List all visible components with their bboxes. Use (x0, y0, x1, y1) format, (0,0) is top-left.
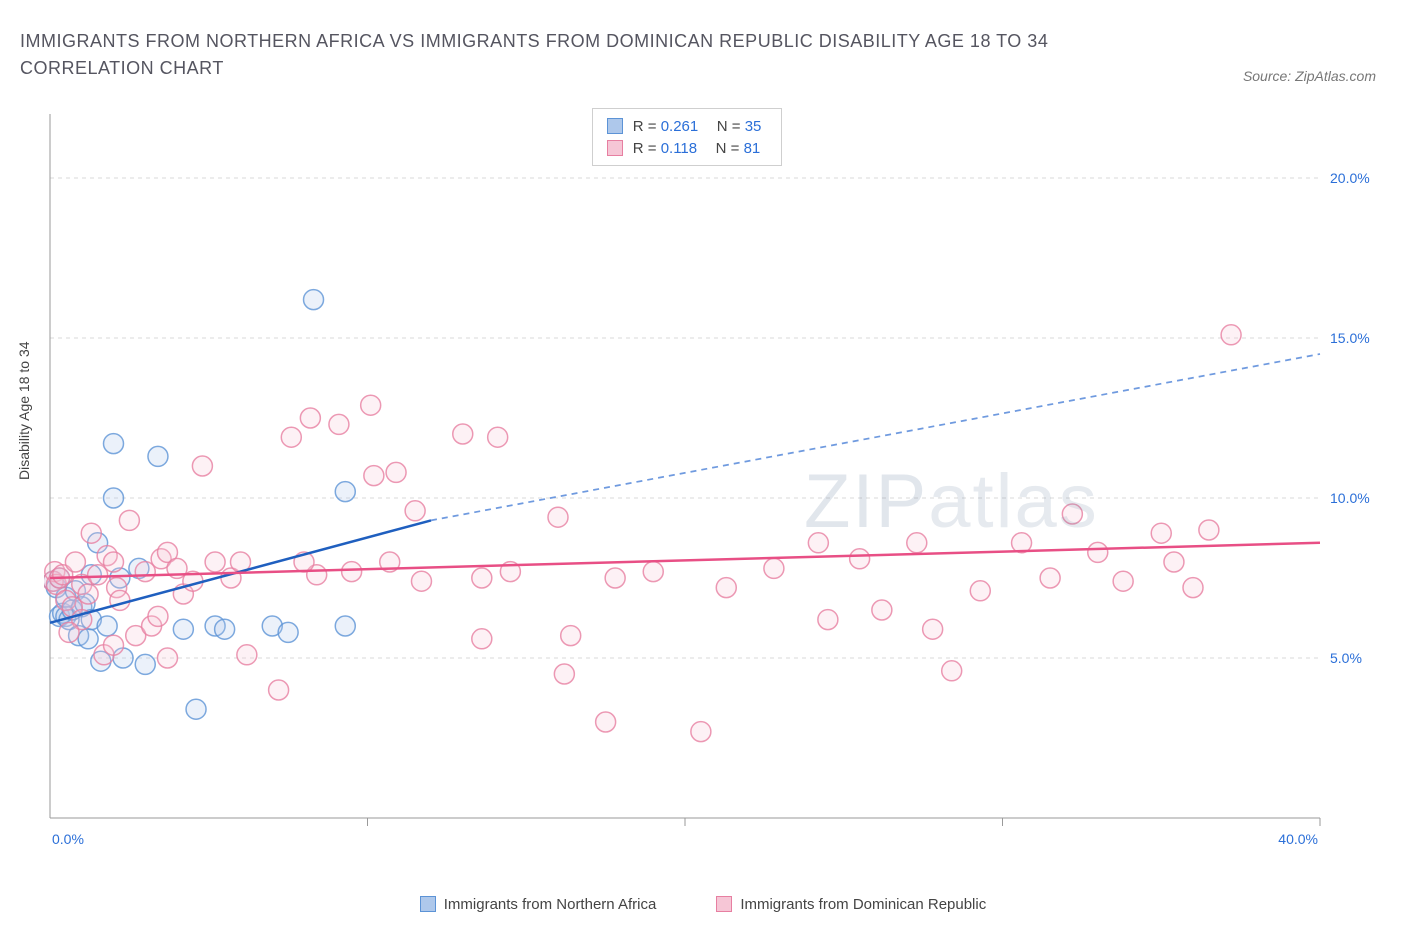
chart-title: IMMIGRANTS FROM NORTHERN AFRICA VS IMMIG… (20, 28, 1120, 82)
legend-item-series-1: Immigrants from Dominican Republic (716, 896, 986, 913)
svg-text:5.0%: 5.0% (1330, 650, 1362, 666)
series-legend: Immigrants from Northern Africa Immigran… (0, 892, 1406, 916)
legend-label: Immigrants from Northern Africa (444, 896, 657, 913)
legend-stat-text: R = 0.261 N = 35 (633, 118, 768, 135)
y-axis-label: Disability Age 18 to 34 (16, 341, 32, 480)
plot-area: 0.0% 40.0% 5.0% 10.0% 15.0% 20.0% R = 0.261 N… (44, 108, 1380, 854)
legend-item-series-0: Immigrants from Northern Africa (420, 896, 657, 913)
svg-text:10.0%: 10.0% (1330, 490, 1370, 506)
legend-swatch-icon (607, 140, 623, 156)
source-citation: Source: ZipAtlas.com (1243, 68, 1376, 84)
scatter-plot-svg: 0.0% 40.0% 5.0% 10.0% 15.0% 20.0% (44, 108, 1380, 854)
legend-swatch-icon (716, 896, 732, 912)
legend-stat-row: R = 0.261 N = 35 (607, 115, 768, 137)
svg-text:0.0%: 0.0% (52, 831, 84, 847)
legend-swatch-icon (607, 118, 623, 134)
svg-text:20.0%: 20.0% (1330, 170, 1370, 186)
legend-stat-row: R = 0.118 N = 81 (607, 137, 768, 159)
legend-stat-text: R = 0.118 N = 81 (633, 140, 767, 157)
correlation-legend: R = 0.261 N = 35 R = 0.118 N = 81 (592, 108, 783, 166)
svg-text:40.0%: 40.0% (1278, 831, 1318, 847)
legend-swatch-icon (420, 896, 436, 912)
svg-text:15.0%: 15.0% (1330, 330, 1370, 346)
legend-label: Immigrants from Dominican Republic (740, 896, 986, 913)
